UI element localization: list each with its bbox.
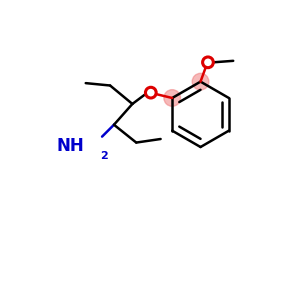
Text: 2: 2 <box>100 151 108 160</box>
Circle shape <box>192 73 209 90</box>
Circle shape <box>164 90 181 106</box>
Text: NH: NH <box>56 137 84 155</box>
